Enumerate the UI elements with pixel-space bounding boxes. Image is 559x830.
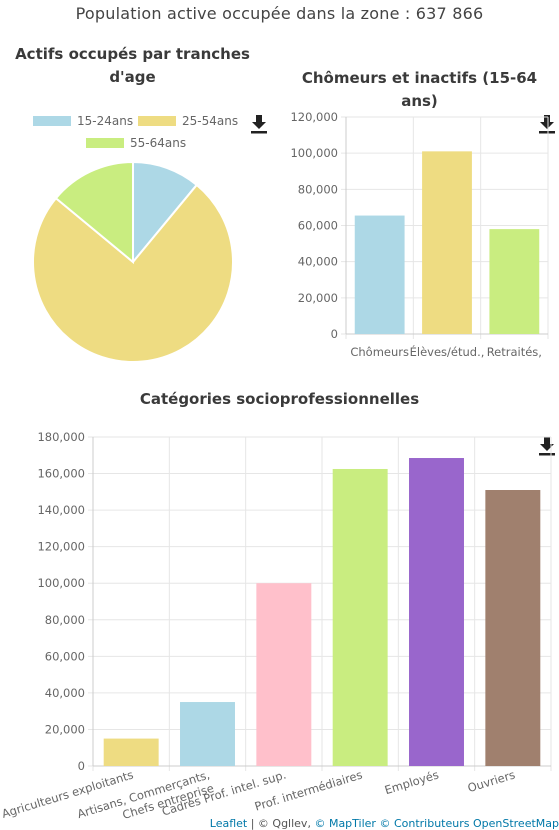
pie-legend-item-55-64[interactable]: 55-64ans	[86, 136, 186, 150]
leaflet-link[interactable]: Leaflet	[209, 817, 248, 830]
y-tick-label: 20,000	[298, 291, 338, 305]
unemployed-bar-chart: 0 20,000 40,000 60,000 80,000 100,000 120,000 C…	[290, 110, 549, 359]
unemployed-chart-title: Chômeurs et inactifs (15-64 ans)	[301, 69, 538, 110]
pie-title-line1: Actifs occupés par tranches	[15, 45, 250, 63]
legend-swatch	[33, 116, 71, 126]
bar[interactable]	[485, 490, 541, 766]
legend-label: 55-64ans	[130, 136, 187, 150]
legend-swatch	[138, 116, 176, 126]
bar[interactable]	[422, 151, 472, 334]
population-headline: Population active occupée dans la zone :…	[75, 4, 484, 23]
pie-chart-title: Actifs occupés par tranches d'age	[10, 43, 255, 89]
map-attribution: Leaflet | © Qgllev, © MapTiler © Contrib…	[210, 817, 559, 830]
x-tick-label: Employés	[383, 767, 441, 797]
y-tick-label: 80,000	[298, 182, 338, 196]
legend-swatch	[86, 138, 124, 148]
download-icon[interactable]	[538, 114, 556, 134]
x-tick-label: Ouvriers	[466, 767, 517, 795]
attribution-sep: | © Qgllev,	[247, 817, 315, 830]
bar[interactable]	[103, 738, 159, 766]
pie-title-line2: d'age	[109, 68, 156, 86]
y-tick-label: 180,000	[37, 430, 85, 444]
x-tick-label: Agriculteurs exploitants	[0, 767, 135, 820]
y-tick-label: 80,000	[45, 613, 85, 627]
pie-legend-item-25-54[interactable]: 25-54ans	[138, 114, 238, 128]
y-tick-label: 60,000	[298, 219, 338, 233]
bar[interactable]	[489, 229, 540, 334]
bar[interactable]	[354, 215, 405, 334]
y-tick-label: 0	[331, 327, 338, 341]
pie-slice[interactable]	[32, 183, 234, 363]
y-tick-label: 120,000	[37, 540, 85, 554]
socioprof-chart-title: Catégories socioprofessionnelles	[139, 390, 420, 408]
pie-slice[interactable]	[54, 160, 134, 265]
osm-link[interactable]: © Contributeurs OpenStreetMap	[375, 817, 559, 830]
bar[interactable]	[256, 583, 312, 766]
x-tick-label: Retraités,	[487, 345, 542, 359]
legend-label: 25-54ans	[182, 114, 239, 128]
maptiler-link[interactable]: © MapTiler	[314, 817, 376, 830]
y-tick-label: 160,000	[37, 467, 85, 481]
x-tick-label: Chômeurs	[350, 345, 409, 359]
pie-chart	[32, 160, 234, 363]
y-tick-label: 20,000	[45, 722, 85, 736]
y-tick-label: 40,000	[45, 686, 85, 700]
y-tick-label: 0	[78, 759, 85, 773]
download-icon[interactable]	[250, 114, 268, 134]
y-tick-label: 40,000	[298, 255, 338, 269]
y-tick-label: 140,000	[37, 503, 85, 517]
bar[interactable]	[409, 458, 464, 766]
y-tick-label: 100,000	[37, 576, 85, 590]
socioprof-bar-chart: 0 20,000 40,000 60,000 80,000 100,000 120,000 1…	[0, 430, 552, 822]
bar[interactable]	[180, 702, 235, 766]
legend-label: 15-24ans	[77, 114, 134, 128]
y-tick-label: 120,000	[290, 110, 338, 124]
bar[interactable]	[332, 468, 388, 766]
pie-legend-item-15-24[interactable]: 15-24ans	[33, 114, 133, 128]
y-tick-label: 100,000	[290, 146, 338, 160]
y-tick-label: 60,000	[45, 649, 85, 663]
x-tick-label: Élèves/étud.,	[410, 344, 485, 359]
pie-slice[interactable]	[132, 160, 199, 265]
